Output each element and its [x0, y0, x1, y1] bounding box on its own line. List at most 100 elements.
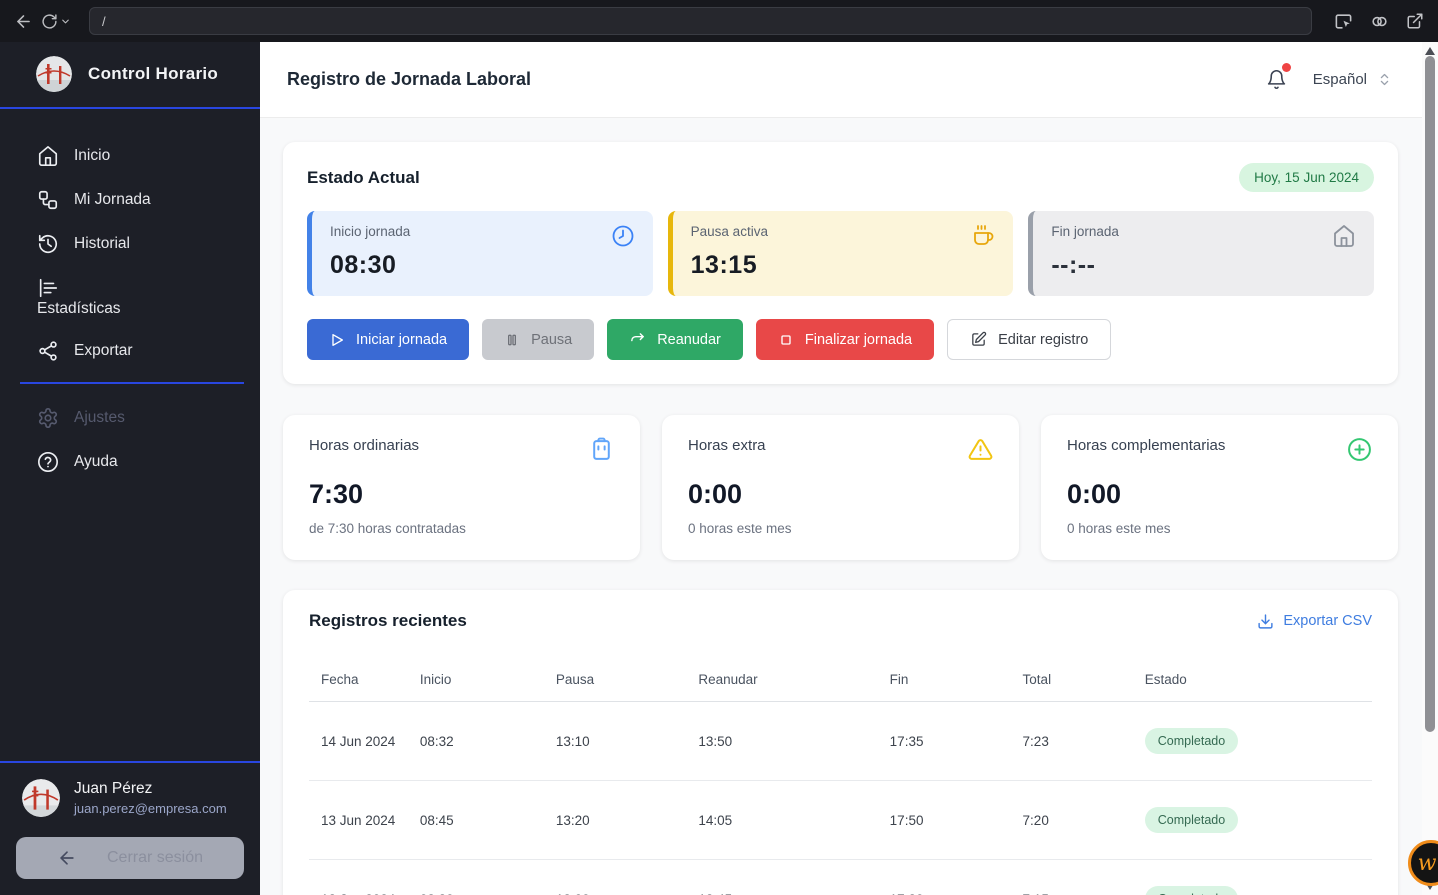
workflow-icon — [38, 190, 58, 210]
cell-fecha: 13 Jun 2024 — [309, 780, 408, 860]
page-title: Registro de Jornada Laboral — [287, 69, 532, 89]
column-header-pausa: Pausa — [543, 658, 687, 702]
warning-icon — [968, 439, 993, 460]
sidebar-item-ajustes[interactable]: Ajustes — [0, 396, 260, 440]
reload-icon — [42, 13, 57, 29]
user-name: Juan Pérez — [74, 780, 153, 797]
tile-value: --:-- — [1051, 251, 1096, 279]
stats-row: Horas ordinarias 7:30 de 7:30 horas cont… — [283, 415, 1398, 560]
app-logo — [36, 56, 72, 92]
cell-inicio: 08:45 — [407, 780, 544, 860]
history-icon — [38, 234, 58, 254]
estado-title: Estado Actual — [307, 167, 420, 187]
cell-pausa: 13:00 — [543, 859, 687, 895]
export-csv-link[interactable]: Exportar CSV — [1257, 613, 1372, 630]
notifications-button[interactable] — [1266, 63, 1291, 90]
table-row: 13 Jun 2024 08:45 13:20 14:05 17:50 7:20… — [309, 780, 1372, 860]
cell-pausa: 13:10 — [543, 701, 687, 781]
stop-icon — [781, 334, 791, 345]
cell-reanudar: 13:50 — [686, 701, 878, 781]
sidebar-item-exportar[interactable]: Exportar — [0, 329, 260, 373]
sidebar-item-inicio[interactable]: Inicio — [0, 134, 260, 178]
table-row: 12 Jun 2024 08:30 13:00 13:45 17:30 7:15… — [309, 859, 1372, 895]
cell-fecha: 14 Jun 2024 — [309, 701, 408, 781]
stat-horas-extra: Horas extra 0:00 0 horas este mes — [662, 415, 1019, 560]
stat-value: 0:00 — [1067, 479, 1122, 509]
plus-circle-icon — [1348, 438, 1371, 461]
button-label: Editar registro — [998, 331, 1089, 348]
editar-registro-button[interactable]: Editar registro — [947, 319, 1112, 360]
sidebar-item-label: Exportar — [74, 342, 133, 359]
inspect-icon[interactable] — [1334, 12, 1353, 31]
avatar — [22, 779, 60, 817]
stat-subtitle: 0 horas este mes — [688, 521, 792, 536]
tile-fin-jornada: Fin jornada --:-- — [1028, 211, 1374, 296]
registros-recientes-card: Registros recientes Exportar CSV Fecha I… — [283, 590, 1398, 895]
stat-horas-complementarias: Horas complementarias 0:00 0 horas este … — [1041, 415, 1398, 560]
iniciar-jornada-button[interactable]: Iniciar jornada — [307, 319, 470, 360]
url-input[interactable] — [89, 7, 1312, 35]
sidebar-item-ayuda[interactable]: Ayuda — [0, 440, 260, 484]
cell-fin: 17:30 — [877, 859, 1011, 895]
sidebar-item-estadisticas[interactable]: Estadísticas — [0, 266, 260, 329]
cell-estado: Completado — [1132, 701, 1372, 781]
tile-value: 08:30 — [330, 251, 397, 279]
help-icon — [38, 452, 58, 472]
button-label: Reanudar — [657, 331, 721, 348]
edit-icon — [972, 331, 987, 346]
share-icon — [39, 341, 57, 361]
bell-icon — [1267, 70, 1285, 90]
language-value: Español — [1312, 71, 1367, 88]
back-icon[interactable] — [14, 12, 33, 31]
language-select[interactable]: Español — [1313, 71, 1392, 88]
tile-label: Pausa activa — [690, 224, 768, 239]
notification-badge — [1281, 63, 1291, 72]
cell-estado: Completado — [1132, 859, 1372, 895]
external-link-icon[interactable] — [1406, 12, 1424, 30]
reanudar-button[interactable]: Reanudar — [607, 319, 743, 360]
play-icon — [332, 333, 343, 346]
stat-subtitle: de 7:30 horas contratadas — [309, 521, 466, 536]
scrollbar-up-arrow[interactable] — [1422, 44, 1438, 58]
widget-logo-glyph: w — [1417, 850, 1437, 876]
stat-title: Horas ordinarias — [309, 437, 420, 454]
page-header: Registro de Jornada Laboral Español — [260, 42, 1438, 118]
toolbar-actions — [1334, 12, 1424, 31]
tile-label: Fin jornada — [1051, 224, 1119, 239]
cell-total: 7:15 — [1010, 859, 1133, 895]
estado-actual-card: Estado Actual Hoy, 15 Jun 2024 Inicio jo… — [283, 142, 1398, 384]
pausa-button[interactable]: Pausa — [482, 319, 595, 360]
table-header-row: Fecha Inicio Pausa Reanudar Fin Total Es… — [309, 658, 1372, 702]
link-icon[interactable] — [1370, 12, 1389, 31]
scrollbar[interactable] — [1422, 42, 1438, 895]
app-title: Control Horario — [88, 64, 219, 83]
corner-widget-button[interactable]: w — [1408, 840, 1438, 886]
column-header-reanudar: Reanudar — [686, 658, 878, 702]
button-label: Pausa — [531, 331, 573, 348]
reload-button[interactable] — [41, 13, 71, 30]
status-badge: Completado — [1144, 728, 1239, 754]
scrollbar-thumb[interactable] — [1425, 56, 1435, 732]
cell-reanudar: 14:05 — [686, 780, 878, 860]
column-header-estado: Estado — [1132, 658, 1372, 702]
sidebar-item-historial[interactable]: Historial — [0, 222, 260, 266]
finalizar-jornada-button[interactable]: Finalizar jornada — [755, 319, 935, 360]
download-icon — [1258, 613, 1273, 629]
sidebar-item-mi-jornada[interactable]: Mi Jornada — [0, 178, 260, 222]
logout-button[interactable]: Cerrar sesión — [16, 837, 244, 879]
home-icon — [1334, 225, 1354, 247]
briefcase-icon — [593, 437, 610, 460]
chevron-down-icon — [62, 19, 69, 23]
tile-value: 13:15 — [690, 251, 758, 279]
button-label: Iniciar jornada — [356, 331, 448, 348]
column-header-fin: Fin — [877, 658, 1011, 702]
cell-total: 7:23 — [1010, 701, 1133, 781]
gear-icon — [38, 408, 58, 428]
stat-title: Horas extra — [688, 437, 766, 454]
column-header-fecha: Fecha — [309, 658, 408, 702]
arrow-left-icon — [60, 851, 74, 865]
export-csv-label: Exportar CSV — [1283, 613, 1372, 629]
user-email: juan.perez@empresa.com — [74, 801, 227, 816]
pause-icon — [508, 334, 517, 345]
stat-subtitle: 0 horas este mes — [1067, 521, 1171, 536]
